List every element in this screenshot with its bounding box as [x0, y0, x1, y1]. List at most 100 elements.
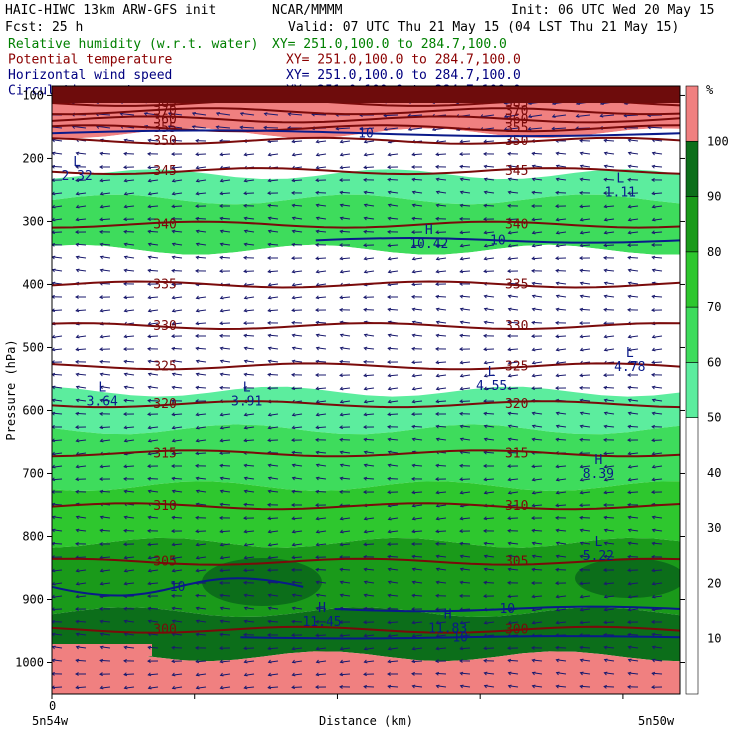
vector-arrow — [460, 387, 471, 390]
vector-arrow — [508, 191, 519, 194]
vector-arrow — [196, 296, 207, 299]
x-right-label: 5n50w — [638, 714, 675, 728]
vector-arrow — [556, 412, 567, 415]
vector-arrow — [484, 178, 495, 181]
vector-head — [75, 372, 80, 377]
vector-head — [243, 295, 248, 300]
vector-head — [627, 528, 632, 533]
vector-arrow — [148, 256, 159, 259]
vector-arrow — [412, 425, 423, 428]
vector-head — [243, 632, 247, 637]
vector-head — [531, 554, 536, 559]
vector-arrow — [76, 439, 87, 442]
vector-head — [483, 450, 488, 455]
vector-arrow — [652, 192, 663, 195]
vector-arrow — [556, 595, 567, 598]
vector-arrow — [460, 204, 471, 207]
vector-head — [243, 412, 248, 417]
vector-head — [359, 126, 364, 131]
vector-arrow — [532, 478, 543, 481]
vector-head — [411, 386, 416, 391]
vector-head — [579, 373, 584, 378]
vector-head — [75, 217, 80, 222]
vector-arrow — [388, 244, 399, 247]
vector-head — [52, 451, 56, 456]
vector-head — [219, 255, 224, 260]
vector-head — [219, 269, 223, 274]
vector-arrow — [412, 374, 423, 377]
vector-head — [267, 529, 272, 534]
vector-arrow — [652, 139, 663, 142]
vector-head — [195, 178, 200, 183]
vector-arrow — [532, 191, 543, 194]
vector-arrow — [652, 659, 663, 662]
extremum-value: 4.55 — [476, 379, 507, 394]
vector-head — [410, 165, 415, 169]
vector-arrow — [292, 243, 303, 246]
vector-arrow — [52, 633, 63, 636]
vector-head — [603, 620, 608, 625]
vector-head — [315, 412, 320, 417]
vector-head — [483, 554, 488, 559]
vector-head — [507, 554, 512, 559]
vector-head — [99, 645, 104, 650]
vector-head — [483, 360, 488, 365]
vector-head — [219, 685, 224, 690]
vector-head — [363, 476, 368, 481]
vector-head — [75, 191, 80, 196]
vector-arrow — [316, 192, 327, 194]
vector-arrow — [244, 179, 255, 182]
vector-head — [435, 203, 440, 208]
vector-arrow — [604, 608, 615, 611]
vector-head — [243, 438, 248, 443]
vector-head — [123, 295, 128, 300]
vector-head — [339, 203, 344, 208]
vector-arrow — [532, 555, 543, 558]
vector-head — [627, 424, 632, 429]
vector-head — [123, 528, 128, 533]
vector-head — [483, 307, 488, 312]
vector-arrow — [292, 334, 303, 337]
vector-head — [555, 320, 559, 325]
vector-arrow — [292, 686, 303, 688]
vector-arrow — [484, 517, 495, 520]
vector-head — [195, 672, 200, 677]
vector-arrow — [124, 490, 135, 493]
vector-arrow — [100, 205, 111, 208]
extremum-value: 1.11 — [605, 185, 636, 200]
vector-arrow — [52, 478, 63, 481]
vector-arrow — [412, 400, 423, 403]
vector-head — [579, 437, 584, 442]
vector-arrow — [268, 517, 279, 520]
wind-label: 10 — [170, 580, 186, 595]
vector-arrow — [196, 322, 207, 325]
vector-head — [411, 190, 416, 195]
vector-head — [459, 164, 464, 169]
vector-arrow — [388, 257, 399, 260]
vector-arrow — [580, 348, 591, 351]
vector-head — [75, 347, 80, 352]
vector-head — [507, 243, 512, 248]
vector-arrow — [628, 399, 639, 402]
vector-head — [531, 373, 536, 378]
vector-head — [171, 178, 176, 183]
vector-arrow — [76, 633, 87, 636]
vector-arrow — [604, 621, 615, 624]
vector-head — [291, 567, 295, 572]
vector-arrow — [580, 621, 591, 624]
vector-arrow — [364, 686, 375, 688]
vector-arrow — [292, 477, 303, 480]
vector-head — [579, 503, 583, 508]
vector-head — [219, 229, 224, 234]
vector-arrow — [364, 400, 375, 403]
vector-arrow — [244, 530, 255, 533]
vector-head — [315, 399, 320, 404]
vector-arrow — [556, 438, 567, 441]
vector-head — [123, 398, 128, 403]
vector-head — [459, 424, 464, 429]
vector-arrow — [604, 425, 615, 428]
vector-arrow — [148, 386, 159, 389]
vector-head — [459, 152, 463, 157]
vector-head — [291, 282, 296, 287]
vector-head — [243, 333, 248, 338]
